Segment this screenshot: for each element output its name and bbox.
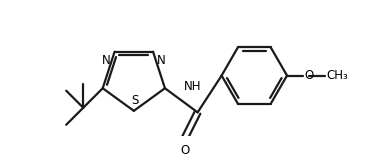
Text: CH₃: CH₃ bbox=[327, 69, 348, 82]
Text: N: N bbox=[101, 54, 110, 67]
Text: N: N bbox=[157, 54, 166, 67]
Text: O: O bbox=[304, 69, 313, 82]
Text: S: S bbox=[131, 94, 138, 107]
Text: NH: NH bbox=[184, 80, 201, 93]
Text: O: O bbox=[180, 144, 189, 157]
